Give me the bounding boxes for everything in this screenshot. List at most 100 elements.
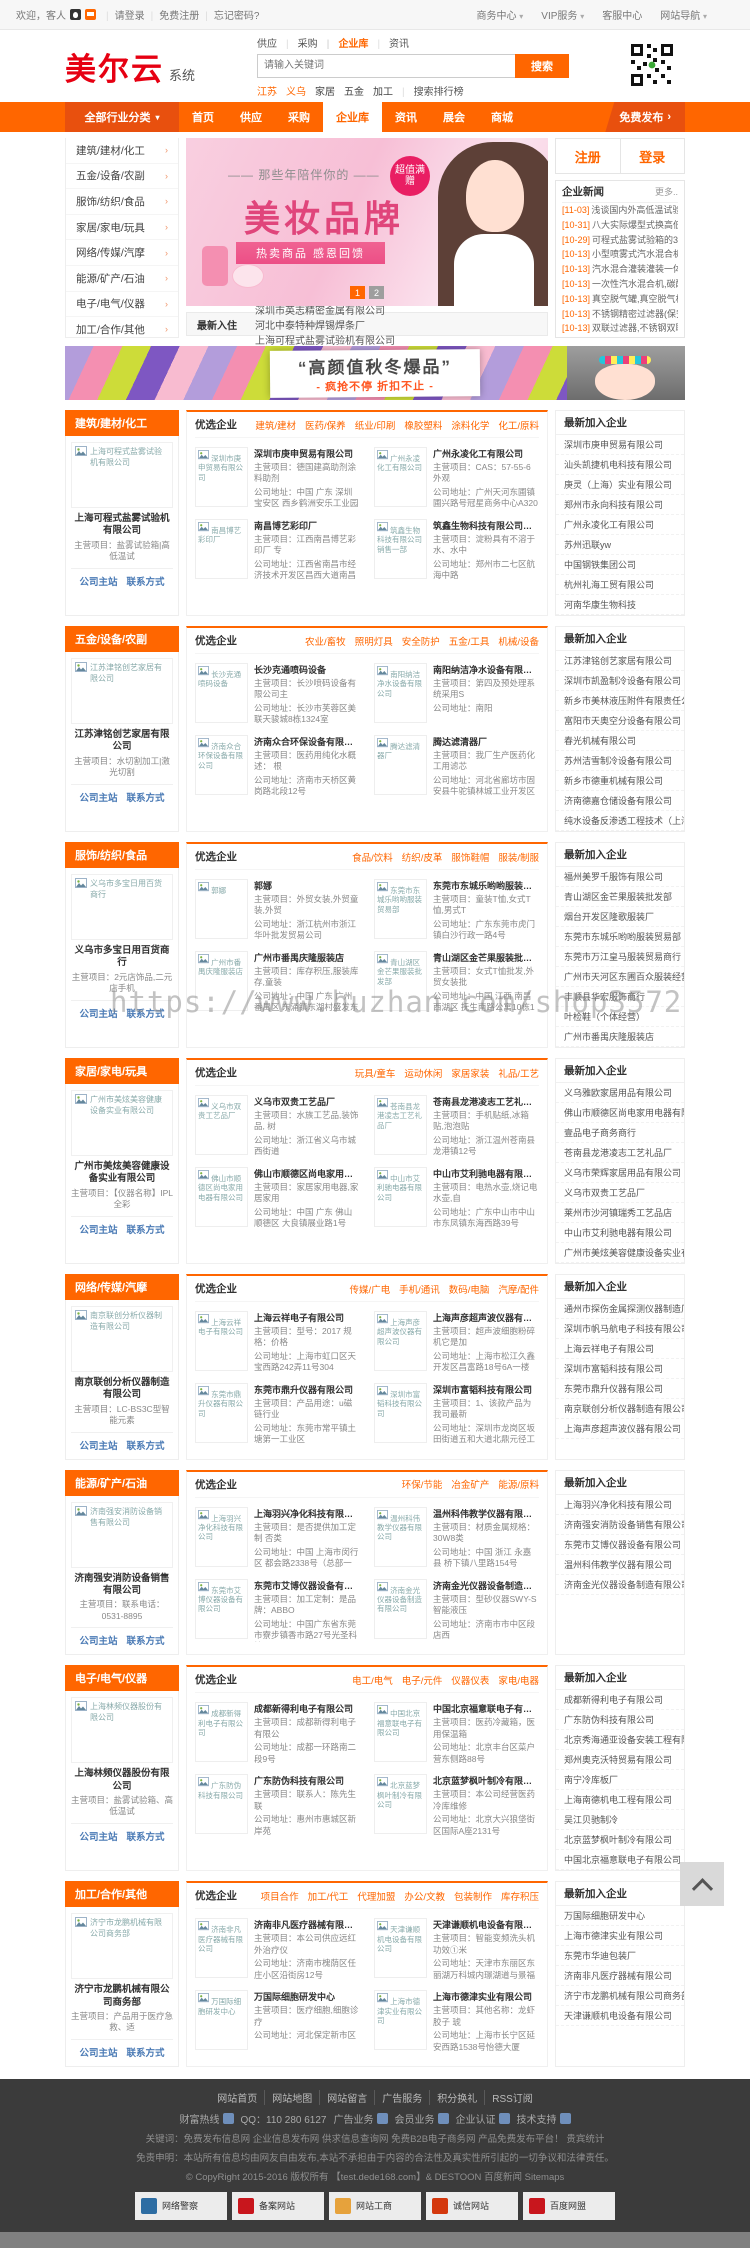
section-category-header[interactable]: 加工/合作/其他	[65, 1881, 179, 1908]
company-name[interactable]: 广东防伪科技有限公司	[254, 1776, 345, 1787]
company-card[interactable]: 青山湖区金芒果服装批发部 青山湖区金芒果服装批发部 主营项目：女式T恤批发,外贸…	[374, 950, 539, 1014]
company-card[interactable]: 天津谦顺机电设备有限公司 天津谦顺机电设备有限公司 主营项目：智能变频洗头机功效…	[374, 1918, 539, 1981]
hot-word-link[interactable]: 五金	[344, 86, 365, 98]
footer-service-item[interactable]: QQ：110 280 6127	[240, 2114, 327, 2126]
section-category-header[interactable]: 五金/设备/农副	[65, 626, 179, 652]
free-publish-button[interactable]: 免费发布	[605, 102, 685, 132]
company-name[interactable]: 深圳市富韬科技有限公司	[433, 1384, 533, 1395]
search-input[interactable]	[257, 53, 516, 78]
company-card[interactable]: 中国北京福意联电子有限公司 中国北京福意联电子有限公司 主营项目：医药冷藏箱，医…	[374, 1702, 539, 1765]
company-name[interactable]: 济南众合环保设备有限公司	[254, 736, 360, 747]
company-card[interactable]: 广州永凌化工有限公司 广州永凌化工有限公司 主营项目：CAS：57-55-6 外…	[374, 447, 539, 510]
footer-service-item[interactable]: 会员业务	[395, 2111, 449, 2126]
hot-word-link[interactable]: 家居	[315, 86, 336, 98]
subcategory-link[interactable]: 能源/原料	[498, 1480, 539, 1492]
all-categories-button[interactable]: 全部行业分类	[65, 102, 179, 132]
rail-company-link[interactable]: 深圳市凯盈制冷设备有限公司	[556, 671, 684, 691]
company-contact-link[interactable]: 联系方式	[126, 1636, 165, 1648]
company-home-link[interactable]: 公司主站	[79, 1440, 118, 1452]
rail-company-link[interactable]: 新乡市德重机械有限公司	[556, 771, 684, 791]
nav-item[interactable]: 展会	[443, 112, 465, 124]
company-name[interactable]: 上海羽兴净化科技有限公司	[254, 1508, 360, 1519]
rail-company-link[interactable]: 苏州洁雪制冷设备有限公司	[556, 751, 684, 771]
company-name[interactable]: 东莞市艾博仪器设备有限公司	[254, 1580, 360, 1591]
company-name[interactable]: 广州永凌化工有限公司	[433, 449, 524, 459]
scroll-top-button[interactable]	[680, 1862, 724, 1906]
sidebar-category-item[interactable]: 建筑/建材/化工 ›	[66, 138, 178, 164]
subcategory-link[interactable]: 代理加盟	[357, 1891, 396, 1903]
nav-item[interactable]: 首页	[192, 112, 214, 124]
subcategory-link[interactable]: 化工/原料	[498, 420, 539, 432]
rail-company-link[interactable]: 上海南德机电工程有限公司	[556, 1790, 684, 1811]
featured-company-card[interactable]: 义乌市多宝日用百货商行 义乌市多宝日用百货商行 主营项目：2元店饰品,二元店手机…	[65, 868, 179, 1048]
company-name[interactable]: 佛山市顺德区尚电家用电器有限公司	[254, 1168, 360, 1179]
company-home-link[interactable]: 公司主站	[79, 1831, 118, 1843]
subcategory-link[interactable]: 农业/畜牧	[305, 636, 346, 648]
section-category-header[interactable]: 网络/传媒/汽摩	[65, 1274, 179, 1300]
rail-company-link[interactable]: 莱州市沙河镇瑞秀工艺品店	[556, 1203, 684, 1223]
company-name[interactable]: 义乌市双贵工艺品厂	[254, 1097, 336, 1107]
rail-company-link[interactable]: 吴江贝驰制冷	[556, 1810, 684, 1831]
rail-company-link[interactable]: 南宁冷库板厂	[556, 1770, 684, 1791]
rail-company-link[interactable]: 万国际细胞研发中心	[556, 1906, 684, 1927]
rail-company-link[interactable]: 丰顺县华宏服饰商行	[556, 987, 684, 1007]
rail-company-link[interactable]: 成都新得利电子有限公司	[556, 1690, 684, 1711]
company-card[interactable]: 济南众合环保设备有限公司 济南众合环保设备有限公司 主营项目：医药用纯化水概述：…	[195, 734, 360, 798]
rail-company-link[interactable]: 深圳市富韬科技有限公司	[556, 1359, 684, 1379]
company-name[interactable]: 南昌博艺彩印厂	[254, 520, 318, 531]
section-category-header[interactable]: 家居/家电/玩具	[65, 1058, 179, 1084]
sidebar-category-item[interactable]: 服饰/纺织/食品 ›	[66, 189, 178, 215]
company-card[interactable]: 东莞市艾博仪器设备有限公司 东莞市艾博仪器设备有限公司 主营项目：加工定制：是品…	[195, 1578, 360, 1642]
news-item[interactable]: [10-13]真空脱气罐,真空脱气机组制造	[562, 293, 678, 304]
subcategory-link[interactable]: 玩具/童车	[354, 1068, 396, 1080]
company-card[interactable]: 上海云祥电子有限公司 上海云祥电子有限公司 主营项目：型号：2017 规格：价格…	[195, 1311, 360, 1374]
rail-company-link[interactable]: 济南强安消防设备销售有限公司	[556, 1515, 684, 1535]
rail-company-link[interactable]: 广州永凌化工有限公司	[556, 515, 684, 535]
banner-page-button[interactable]: 1	[350, 286, 365, 299]
company-card[interactable]: 上海羽兴净化科技有限公司 上海羽兴净化科技有限公司 主营项目：是否提供加工定制 …	[195, 1506, 360, 1570]
company-contact-link[interactable]: 联系方式	[126, 1224, 165, 1236]
company-name[interactable]: 中国北京福意联电子有限公司	[433, 1704, 539, 1715]
company-name[interactable]: 上海声彦超声波仪器有限公司	[433, 1313, 539, 1323]
footer-link[interactable]: 积分换礼	[430, 2089, 486, 2105]
company-card[interactable]: 济南非凡医疗器械有限公司 济南非凡医疗器械有限公司 主营项目：本公司供应远红外治…	[195, 1918, 360, 1981]
sidebar-category-item[interactable]: 网络/传媒/汽摩 ›	[66, 240, 178, 266]
company-card[interactable]: 长沙克通喷码设备 长沙克通喷码设备 主营项目：长沙喷码设备有限公司主 公司地址：…	[195, 663, 360, 726]
topbar-link[interactable]: 免费注册	[145, 11, 200, 22]
subcategory-link[interactable]: 汽摩/配件	[498, 1284, 539, 1296]
subcategory-link[interactable]: 环保/节能	[401, 1480, 443, 1492]
subcategory-link[interactable]: 仪器仪表	[451, 1675, 490, 1687]
company-card[interactable]: 郭娜 郭娜 主营项目：外贸女装,外贸童装,外贸 公司地址：浙江杭州市浙江华叶批发…	[195, 879, 360, 942]
rail-company-link[interactable]: 济南德嘉仓储设备有限公司	[556, 791, 684, 811]
company-name[interactable]: 东莞市鼎升仪器有限公司	[254, 1384, 354, 1395]
company-name[interactable]: 长沙克通喷码设备	[254, 665, 327, 675]
rail-company-link[interactable]: 杭州礼海工贸有限公司	[556, 575, 684, 595]
company-name[interactable]: 北京蓝梦枫叶制冷有限公司	[433, 1776, 539, 1787]
rail-company-link[interactable]: 深圳市庚申贸易有限公司	[556, 435, 684, 455]
company-name[interactable]: 中山市艾利驰电器有限公司	[433, 1168, 539, 1179]
company-name[interactable]: 温州科伟教学仪器有限公司	[433, 1508, 539, 1519]
company-card[interactable]: 广东防伪科技有限公司 广东防伪科技有限公司 主营项目：联系人：陈先生 联 公司地…	[195, 1774, 360, 1837]
section-tab[interactable]: 优选企业	[195, 1890, 237, 1903]
rail-company-link[interactable]: 汕头凯捷机电科技有限公司	[556, 455, 684, 475]
search-button[interactable]: 搜索	[515, 53, 570, 78]
sidebar-category-item[interactable]: 家居/家电/玩具 ›	[66, 215, 178, 241]
company-name[interactable]: 筑鑫生物科技有限公司销售一部	[433, 520, 539, 531]
company-contact-link[interactable]: 联系方式	[126, 1831, 165, 1843]
rail-company-link[interactable]: 烟台开发区隆歌服装厂	[556, 907, 684, 927]
subcategory-link[interactable]: 医药/保养	[305, 420, 346, 432]
subcategory-link[interactable]: 建筑/建材	[255, 420, 297, 432]
section-category-header[interactable]: 电子/电气/仪器	[65, 1665, 179, 1692]
section-category-header[interactable]: 能源/矿产/石油	[65, 1469, 179, 1496]
company-card[interactable]: 南昌博艺彩印厂 南昌博艺彩印厂 主营项目：江西南昌博艺彩印厂 专 公司地址：江西…	[195, 518, 360, 582]
rail-company-link[interactable]: 壹品电子商务商行	[556, 1123, 684, 1143]
login-button[interactable]: 登录	[639, 149, 666, 165]
company-name[interactable]: 广州市番禺庆隆服装店	[254, 952, 345, 963]
rail-company-link[interactable]: 中国北京福意联电子有限公司	[556, 1850, 684, 1871]
rail-company-link[interactable]: 中山市艾利驰电器有限公司	[556, 1223, 684, 1243]
company-name[interactable]: 济南金光仪器设备制造有限公司	[433, 1580, 539, 1591]
subcategory-link[interactable]: 家居家装	[451, 1068, 490, 1080]
topbar-link[interactable]: 请登录	[100, 11, 145, 22]
rail-company-link[interactable]: 南京联创分析仪器制造有限公司	[556, 1399, 684, 1419]
message-icon[interactable]	[85, 9, 96, 20]
